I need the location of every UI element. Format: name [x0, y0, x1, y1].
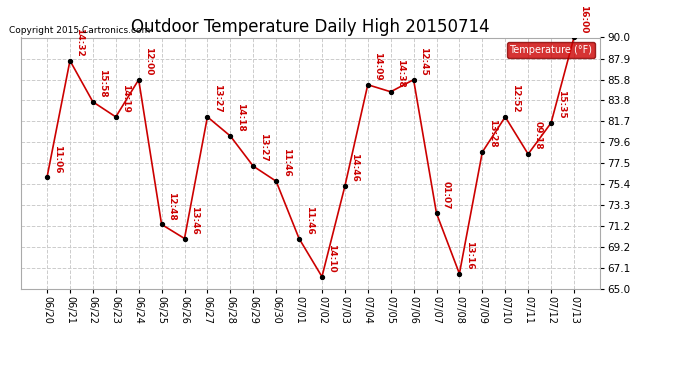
Point [64, 58, 75, 64]
Point [454, 271, 465, 277]
Point [88, 99, 99, 105]
Text: 15:35: 15:35 [557, 90, 566, 119]
Text: 12:45: 12:45 [419, 47, 428, 75]
Point [431, 210, 442, 216]
Text: 11:06: 11:06 [52, 144, 61, 173]
Point [522, 151, 533, 157]
Point [500, 114, 511, 120]
Text: 14:32: 14:32 [75, 28, 84, 57]
Point [156, 221, 167, 227]
Text: 09:18: 09:18 [533, 121, 543, 150]
Text: 14:09: 14:09 [373, 52, 382, 81]
Point [546, 120, 557, 126]
Text: 11:46: 11:46 [282, 148, 290, 177]
Point [362, 82, 373, 88]
Text: 14:46: 14:46 [351, 153, 359, 182]
Point [133, 77, 144, 83]
Text: 14:18: 14:18 [236, 103, 245, 132]
Point [41, 174, 52, 180]
Point [477, 149, 488, 155]
Text: 14:10: 14:10 [328, 244, 337, 273]
Text: 12:48: 12:48 [167, 192, 176, 220]
Point [110, 114, 121, 120]
Point [225, 133, 236, 139]
Point [317, 274, 328, 280]
Text: 13:27: 13:27 [213, 84, 222, 113]
Text: 11:46: 11:46 [304, 206, 313, 234]
Text: 15:58: 15:58 [99, 69, 108, 98]
Point [293, 236, 304, 242]
Text: 14:19: 14:19 [121, 84, 130, 113]
Text: 12:52: 12:52 [511, 84, 520, 113]
Text: 13:27: 13:27 [259, 133, 268, 162]
Point [248, 163, 259, 169]
Text: 13:16: 13:16 [465, 241, 474, 270]
Text: 13:46: 13:46 [190, 206, 199, 234]
Point [408, 77, 419, 83]
Point [339, 183, 351, 189]
Text: 12:00: 12:00 [144, 47, 153, 75]
Text: 13:28: 13:28 [488, 119, 497, 148]
Point [385, 89, 396, 95]
Title: Outdoor Temperature Daily High 20150714: Outdoor Temperature Daily High 20150714 [131, 18, 490, 36]
Point [179, 236, 190, 242]
Text: 01:07: 01:07 [442, 181, 451, 209]
Point [569, 34, 580, 40]
Point [270, 178, 282, 184]
Text: 14:38: 14:38 [396, 59, 405, 88]
Legend: Temperature (°F): Temperature (°F) [506, 42, 595, 58]
Text: Copyright 2015 Cartronics.com: Copyright 2015 Cartronics.com [9, 26, 150, 35]
Text: 16:00: 16:00 [580, 5, 589, 33]
Point [202, 114, 213, 120]
